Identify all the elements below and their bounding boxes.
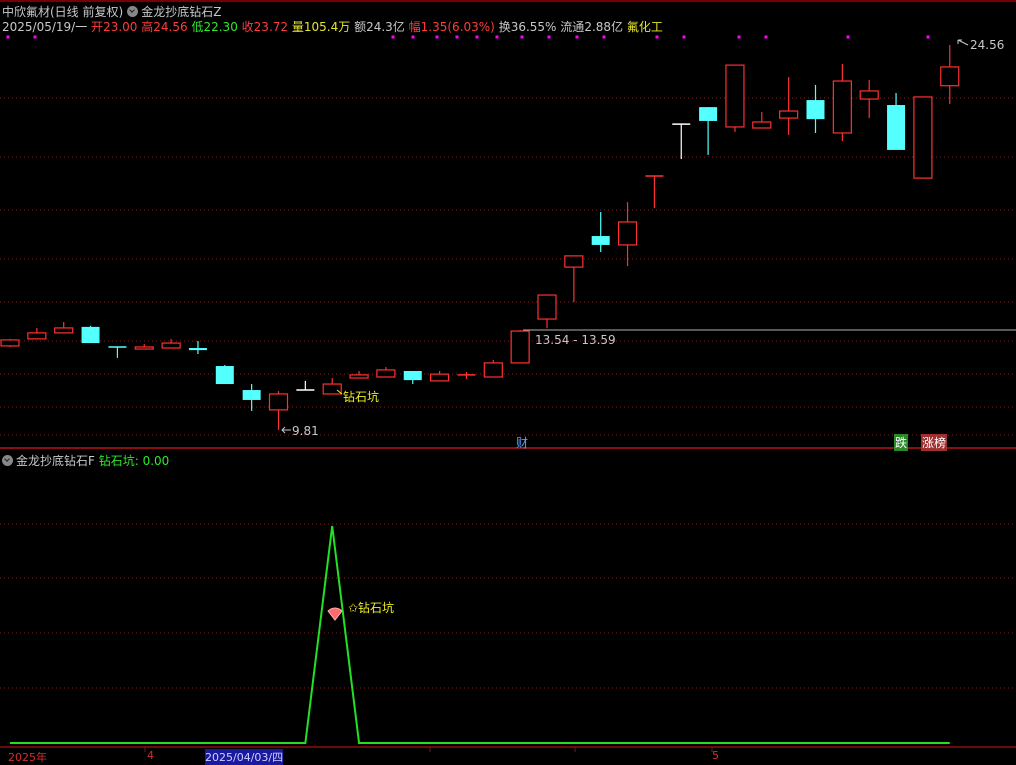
candle-body bbox=[242, 390, 261, 400]
marker-dot bbox=[655, 35, 659, 39]
marker-dot bbox=[495, 35, 499, 39]
candle-body bbox=[699, 107, 718, 121]
open-label: 开 bbox=[91, 20, 104, 34]
marker-dot bbox=[547, 35, 551, 39]
marker-dot bbox=[602, 35, 606, 39]
candle-body bbox=[779, 110, 799, 119]
signal-arrow-icon bbox=[336, 389, 343, 395]
close-value: 23.72 bbox=[253, 20, 289, 34]
max-arrow-icon bbox=[957, 39, 969, 46]
sub-indicator-name[interactable]: 金龙抄底钻石F bbox=[16, 454, 95, 468]
indicator-name[interactable]: 金龙抄底钻石Z bbox=[141, 5, 222, 19]
low-value: 22.30 bbox=[203, 20, 238, 34]
candle-body bbox=[725, 64, 745, 128]
candle-body bbox=[430, 373, 450, 382]
diamond-signal-icon bbox=[327, 607, 343, 621]
marker-dot bbox=[475, 35, 479, 39]
marker-dot bbox=[435, 35, 439, 39]
axis-label-may: 5 bbox=[712, 749, 719, 762]
marker-dot bbox=[33, 35, 37, 39]
signal-label: 钻石坑 bbox=[343, 390, 380, 404]
date: 2025/05/19/一 bbox=[2, 20, 88, 34]
stock-title: 中欣氟材(日线 前复权) bbox=[2, 5, 124, 19]
low-label: 低 bbox=[191, 20, 204, 34]
marker-dot bbox=[520, 35, 524, 39]
float-value: 2.88亿 bbox=[584, 20, 624, 34]
candle-body bbox=[322, 383, 342, 395]
sub-indicator-dropdown-icon[interactable] bbox=[2, 455, 13, 466]
indicator-line bbox=[10, 525, 950, 744]
sub-signal-label: ✩钻石坑 bbox=[348, 601, 395, 615]
candle-body bbox=[832, 80, 852, 134]
sub-indicator-value: 钻石坑: 0.00 bbox=[98, 454, 170, 468]
rank-marker[interactable]: 涨榜 bbox=[921, 434, 948, 451]
candle-body bbox=[268, 393, 289, 411]
candle-body bbox=[215, 366, 234, 385]
turnover-label: 换 bbox=[498, 20, 511, 34]
candle-body bbox=[940, 66, 960, 87]
marker-dot bbox=[682, 35, 686, 39]
marker-dot bbox=[455, 35, 459, 39]
amount-value: 24.3亿 bbox=[366, 20, 405, 34]
candle-body bbox=[752, 121, 772, 129]
candle-body bbox=[54, 327, 74, 334]
axis-label-april: 4 bbox=[147, 749, 154, 762]
candle-body bbox=[349, 374, 369, 379]
candle-body bbox=[859, 90, 879, 100]
candle-body bbox=[0, 339, 20, 347]
axis-cursor-date: 2025/04/03/四 bbox=[205, 749, 284, 765]
candle-body bbox=[161, 342, 181, 349]
amount-label: 额 bbox=[354, 20, 367, 34]
change-value: 1.35(6.03%) bbox=[420, 20, 495, 34]
title-row: 中欣氟材(日线 前复权) 金龙抄底钻石Z bbox=[2, 3, 221, 20]
candle-body bbox=[510, 330, 530, 364]
marker-dot bbox=[411, 35, 415, 39]
candle-body bbox=[81, 326, 100, 344]
candle-body bbox=[134, 346, 154, 350]
candle-body bbox=[806, 100, 825, 120]
candle-body bbox=[617, 221, 638, 246]
candle-body bbox=[537, 294, 557, 320]
indicator-dropdown-icon[interactable] bbox=[127, 6, 139, 17]
drop-marker[interactable]: 跌 bbox=[894, 434, 909, 451]
marker-dot bbox=[391, 35, 395, 39]
max-price-label: 24.56 bbox=[970, 38, 1005, 52]
min-price-label: 9.81 bbox=[292, 424, 319, 438]
quote-row: 2025/05/19/一 开23.00 高24.56 低22.30 收23.72… bbox=[2, 18, 663, 35]
marker-dot bbox=[926, 35, 930, 39]
candle-body bbox=[564, 255, 584, 268]
finance-marker[interactable]: 财 bbox=[516, 436, 529, 450]
sub-chart-header: 金龙抄底钻石F 钻石坑: 0.00 bbox=[2, 452, 169, 469]
float-label: 流通 bbox=[560, 20, 585, 34]
candle-body bbox=[27, 332, 47, 340]
sector-link[interactable]: 氟化工 bbox=[626, 20, 663, 34]
candle-body bbox=[913, 96, 933, 179]
candle-body bbox=[188, 348, 207, 351]
axis-label-year: 2025年 bbox=[8, 751, 47, 764]
marker-dot bbox=[6, 35, 10, 39]
min-arrow-icon bbox=[281, 426, 291, 434]
candle-body bbox=[887, 105, 906, 150]
marker-dot bbox=[737, 35, 741, 39]
open-value: 23.00 bbox=[103, 20, 138, 34]
marker-dot bbox=[575, 35, 579, 39]
turnover-value: 36.55% bbox=[510, 20, 557, 34]
close-label: 收 bbox=[241, 20, 254, 34]
candle-body bbox=[483, 362, 503, 378]
high-value: 24.56 bbox=[153, 20, 188, 34]
top-border bbox=[0, 0, 1016, 2]
volume-label: 量 bbox=[291, 20, 304, 34]
high-label: 高 bbox=[141, 20, 154, 34]
marker-dot bbox=[764, 35, 768, 39]
candle-body bbox=[376, 369, 396, 378]
change-label: 幅 bbox=[408, 20, 421, 34]
marker-dot bbox=[846, 35, 850, 39]
volume-value: 105.4万 bbox=[303, 20, 351, 34]
candle-body bbox=[591, 236, 610, 245]
candle-body bbox=[403, 370, 422, 381]
range-label: 13.54 - 13.59 bbox=[535, 333, 616, 347]
